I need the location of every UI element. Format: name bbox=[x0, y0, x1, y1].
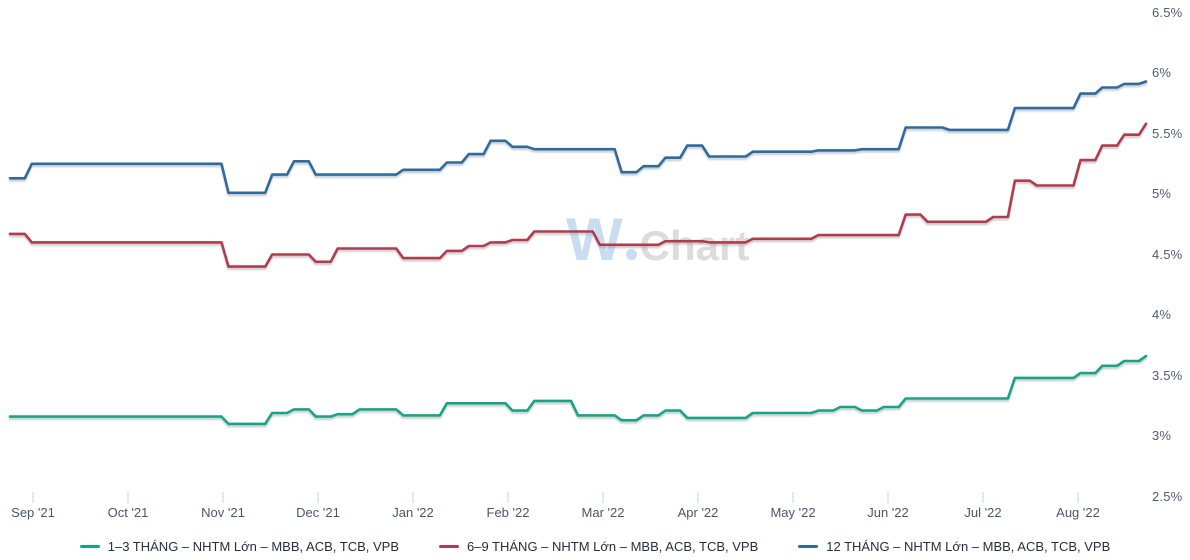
y-axis-label: 6.5% bbox=[1152, 4, 1183, 20]
rate-line-chart[interactable]: W Chart 6.5% 6% 5.5% 5% 4.5% 4% 3.5% 3% 2.5% Sep … bbox=[0, 0, 1190, 530]
plot-area[interactable] bbox=[0, 0, 1190, 530]
x-axis-label: Mar '22 bbox=[581, 505, 625, 520]
chart-legend: 1–3 THÁNG – NHTM Lớn – MBB, ACB, TCB, VP… bbox=[0, 534, 1190, 558]
legend-marker-icon bbox=[798, 544, 819, 548]
legend-label: 12 THÁNG – NHTM Lớn – MBB, ACB, TCB, VPB bbox=[826, 538, 1111, 554]
y-axis-label: 5% bbox=[1152, 186, 1172, 201]
y-axis-label: 6% bbox=[1152, 65, 1172, 80]
x-axis-label: Apr '22 bbox=[677, 505, 719, 520]
x-axis-label: Jun '22 bbox=[867, 505, 909, 520]
x-axis-label: Feb '22 bbox=[486, 505, 530, 520]
watermark-w: W bbox=[566, 206, 623, 273]
legend-label: 6–9 THÁNG – NHTM Lớn – MBB, ACB, TCB, VP… bbox=[466, 538, 759, 554]
legend-marker-icon bbox=[438, 544, 459, 548]
legend-label: 1–3 THÁNG – NHTM Lớn – MBB, ACB, TCB, VP… bbox=[107, 538, 399, 554]
x-axis-label: Aug '22 bbox=[1056, 505, 1100, 520]
y-axis-label: 4% bbox=[1152, 307, 1172, 322]
x-axis-label: May '22 bbox=[770, 505, 816, 520]
y-axis-label: 2.5% bbox=[1152, 488, 1183, 504]
x-axis-label: Jul '22 bbox=[964, 505, 1002, 520]
series-line-1[interactable] bbox=[8, 122, 1148, 268]
x-axis-label: Nov '21 bbox=[201, 505, 245, 520]
y-axis-label: 4.5% bbox=[1152, 246, 1183, 262]
x-axis-label: Jan '22 bbox=[392, 505, 434, 520]
y-axis-label: 5.5% bbox=[1152, 125, 1183, 141]
y-axis-label: 3% bbox=[1152, 428, 1172, 443]
x-axis-label: Sep '21 bbox=[11, 505, 55, 520]
legend-item-0[interactable]: 1–3 THÁNG – NHTM Lớn – MBB, ACB, TCB, VP… bbox=[79, 538, 399, 554]
legend-marker-icon bbox=[79, 544, 100, 548]
x-axis-label: Dec '21 bbox=[296, 505, 340, 520]
series-line-2[interactable] bbox=[8, 80, 1148, 195]
y-axis-label: 3.5% bbox=[1152, 367, 1183, 383]
watermark-dot-icon bbox=[625, 249, 637, 260]
legend-item-2[interactable]: 12 THÁNG – NHTM Lớn – MBB, ACB, TCB, VPB bbox=[798, 539, 1110, 554]
x-axis-label: Oct '21 bbox=[107, 505, 149, 520]
legend-item-1[interactable]: 6–9 THÁNG – NHTM Lớn – MBB, ACB, TCB, VP… bbox=[438, 538, 759, 554]
series-line-0[interactable] bbox=[8, 354, 1148, 426]
wichart-watermark: W Chart bbox=[566, 210, 749, 290]
